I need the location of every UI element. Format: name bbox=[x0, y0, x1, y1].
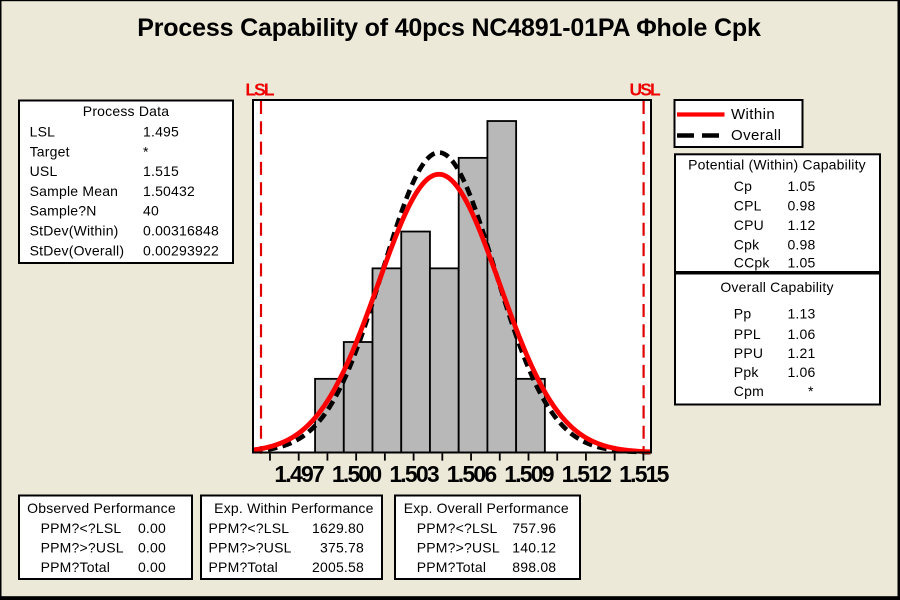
svg-text:1.21: 1.21 bbox=[787, 345, 815, 361]
svg-text:Cpk: Cpk bbox=[734, 236, 760, 252]
svg-text:StDev(Overall): StDev(Overall) bbox=[30, 242, 125, 258]
svg-text:0.00: 0.00 bbox=[138, 539, 166, 555]
svg-text:1.12: 1.12 bbox=[787, 217, 815, 233]
svg-text:0.00: 0.00 bbox=[138, 520, 166, 536]
svg-text:*: * bbox=[808, 383, 814, 399]
svg-text:375.78: 375.78 bbox=[320, 539, 364, 555]
svg-text:898.08: 898.08 bbox=[512, 559, 556, 575]
svg-text:Ppk: Ppk bbox=[734, 364, 760, 380]
svg-text:Pp: Pp bbox=[734, 306, 752, 322]
svg-text:1.497: 1.497 bbox=[274, 461, 324, 487]
svg-text:PPM?<?LSL: PPM?<?LSL bbox=[417, 520, 498, 536]
svg-text:PPU: PPU bbox=[734, 345, 763, 361]
svg-text:40: 40 bbox=[143, 203, 159, 219]
svg-text:1.50432: 1.50432 bbox=[143, 183, 195, 199]
svg-text:Process Data: Process Data bbox=[83, 103, 169, 119]
svg-text:1.05: 1.05 bbox=[787, 254, 815, 270]
svg-text:Target: Target bbox=[30, 143, 70, 159]
svg-text:PPM?Total: PPM?Total bbox=[417, 559, 487, 575]
svg-text:Cpm: Cpm bbox=[734, 383, 764, 399]
svg-text:PPM?<?LSL: PPM?<?LSL bbox=[209, 520, 290, 536]
svg-text:Within: Within bbox=[731, 106, 775, 123]
svg-text:USL: USL bbox=[30, 163, 58, 179]
svg-text:PPM?Total: PPM?Total bbox=[41, 559, 111, 575]
svg-text:StDev(Within): StDev(Within) bbox=[30, 223, 119, 239]
svg-text:CPU: CPU bbox=[734, 217, 764, 233]
svg-text:CPL: CPL bbox=[734, 198, 762, 214]
svg-text:PPM?<?LSL: PPM?<?LSL bbox=[41, 520, 122, 536]
svg-text:Exp. Within Performance: Exp. Within Performance bbox=[214, 500, 373, 516]
svg-text:Sample?N: Sample?N bbox=[30, 203, 97, 219]
svg-text:0.98: 0.98 bbox=[787, 236, 815, 252]
svg-text:1.506: 1.506 bbox=[447, 461, 497, 487]
svg-text:0.00293922: 0.00293922 bbox=[143, 242, 219, 258]
svg-text:1.06: 1.06 bbox=[787, 326, 815, 342]
svg-text:CCpk: CCpk bbox=[734, 254, 771, 270]
svg-text:PPM?>?USL: PPM?>?USL bbox=[417, 539, 500, 555]
svg-text:Exp. Overall Performance: Exp. Overall Performance bbox=[404, 500, 569, 516]
svg-text:1.512: 1.512 bbox=[562, 461, 612, 487]
svg-text:LSL: LSL bbox=[245, 79, 275, 99]
svg-text:Overall Capability: Overall Capability bbox=[720, 279, 833, 295]
svg-text:0.00316848: 0.00316848 bbox=[143, 223, 219, 239]
svg-text:Potential (Within) Capability: Potential (Within) Capability bbox=[688, 157, 866, 173]
svg-text:1.515: 1.515 bbox=[143, 163, 179, 179]
svg-text:Process Capability of 40pcs NC: Process Capability of 40pcs NC4891-01PA … bbox=[137, 14, 761, 42]
svg-text:1.495: 1.495 bbox=[143, 124, 179, 140]
svg-text:1.05: 1.05 bbox=[787, 178, 815, 194]
svg-text:1.06: 1.06 bbox=[787, 364, 815, 380]
svg-text:1.503: 1.503 bbox=[389, 461, 439, 487]
svg-text:1.13: 1.13 bbox=[787, 306, 815, 322]
svg-text:Observed Performance: Observed Performance bbox=[27, 500, 176, 516]
svg-text:PPM?>?USL: PPM?>?USL bbox=[209, 539, 292, 555]
svg-text:1.500: 1.500 bbox=[332, 461, 382, 487]
svg-text:1.509: 1.509 bbox=[504, 461, 554, 487]
svg-text:1.515: 1.515 bbox=[619, 461, 670, 487]
svg-text:Overall: Overall bbox=[731, 127, 781, 144]
svg-text:*: * bbox=[143, 143, 149, 159]
svg-text:757.96: 757.96 bbox=[512, 520, 556, 536]
svg-text:1629.80: 1629.80 bbox=[312, 520, 364, 536]
svg-text:LSL: LSL bbox=[30, 124, 56, 140]
svg-text:PPM?Total: PPM?Total bbox=[209, 559, 279, 575]
svg-text:140.12: 140.12 bbox=[512, 539, 556, 555]
svg-text:0.00: 0.00 bbox=[138, 559, 166, 575]
svg-text:Cp: Cp bbox=[734, 178, 752, 194]
svg-text:Sample Mean: Sample Mean bbox=[30, 183, 119, 199]
svg-text:USL: USL bbox=[630, 79, 662, 99]
svg-text:0.98: 0.98 bbox=[787, 198, 815, 214]
svg-text:PPM?>?USL: PPM?>?USL bbox=[41, 539, 124, 555]
svg-text:PPL: PPL bbox=[734, 326, 761, 342]
svg-text:2005.58: 2005.58 bbox=[312, 559, 364, 575]
